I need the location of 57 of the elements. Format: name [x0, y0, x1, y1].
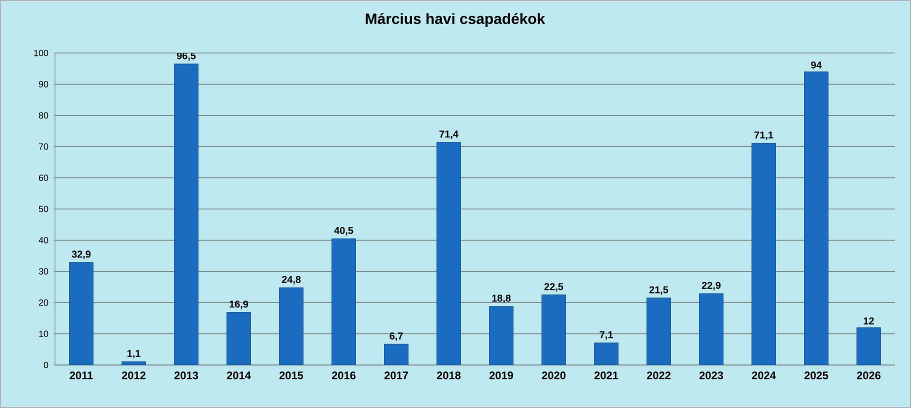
bar [384, 344, 408, 365]
data-label: 24,8 [282, 276, 301, 284]
bar [594, 342, 618, 365]
x-tick-label: 2013 [174, 372, 198, 380]
bar [804, 72, 828, 365]
data-label: 6,7 [390, 332, 403, 341]
bar [646, 298, 671, 365]
x-tick-label: 2026 [856, 372, 881, 380]
y-tick-label: 20 [38, 299, 48, 306]
data-label: 16,9 [230, 300, 248, 310]
y-tick-label: 70 [38, 143, 48, 150]
y-tick-label: 0 [44, 362, 48, 368]
y-tick-label: 40 [38, 237, 48, 244]
data-label: 22,9 [702, 282, 721, 290]
bar [69, 262, 94, 365]
x-tick-label: 2019 [489, 372, 514, 380]
y-tick-label: 30 [38, 268, 48, 275]
data-label: 32,9 [72, 250, 91, 260]
x-tick-label: 2021 [594, 372, 618, 380]
chart-title: Március havi csapadékok [366, 12, 546, 28]
x-tick-label: 2011 [70, 372, 93, 380]
bar [489, 306, 514, 365]
data-label: 71,4 [439, 130, 458, 140]
data-label: 94 [811, 61, 822, 69]
data-label: 12 [864, 317, 874, 324]
y-tick-label: 50 [38, 206, 48, 212]
x-tick-label: 2015 [279, 372, 304, 380]
y-tick-label: 80 [38, 112, 48, 119]
data-label: 22,5 [544, 283, 564, 292]
x-tick-label: 2018 [436, 372, 461, 380]
x-tick-label: 2012 [122, 372, 146, 380]
data-label: 71,1 [754, 132, 774, 140]
y-tick-label: 10 [39, 330, 48, 337]
data-label: 18,8 [492, 294, 511, 304]
x-tick-label: 2016 [332, 372, 356, 380]
y-tick-label: 100 [34, 50, 48, 56]
x-tick-label: 2017 [384, 372, 408, 380]
bar [542, 294, 566, 365]
x-tick-label: 2014 [226, 372, 251, 380]
x-tick-label: 2020 [542, 372, 566, 380]
bar [279, 287, 304, 365]
bar [699, 293, 724, 365]
bar [856, 327, 881, 365]
bar [436, 142, 461, 365]
x-tick-label: 2025 [804, 372, 828, 380]
y-tick-label: 60 [38, 174, 48, 181]
x-tick-label: 2023 [699, 372, 724, 380]
bar [332, 238, 356, 365]
data-label: 40,5 [334, 226, 354, 236]
x-tick-label: 2024 [752, 372, 776, 380]
bar [174, 64, 198, 365]
y-tick-label: 90 [38, 81, 48, 88]
data-label: 21,5 [649, 286, 668, 295]
bar [226, 312, 251, 365]
x-tick-label: 2022 [646, 372, 671, 380]
data-label: 1,1 [127, 350, 140, 358]
bar [752, 142, 776, 365]
